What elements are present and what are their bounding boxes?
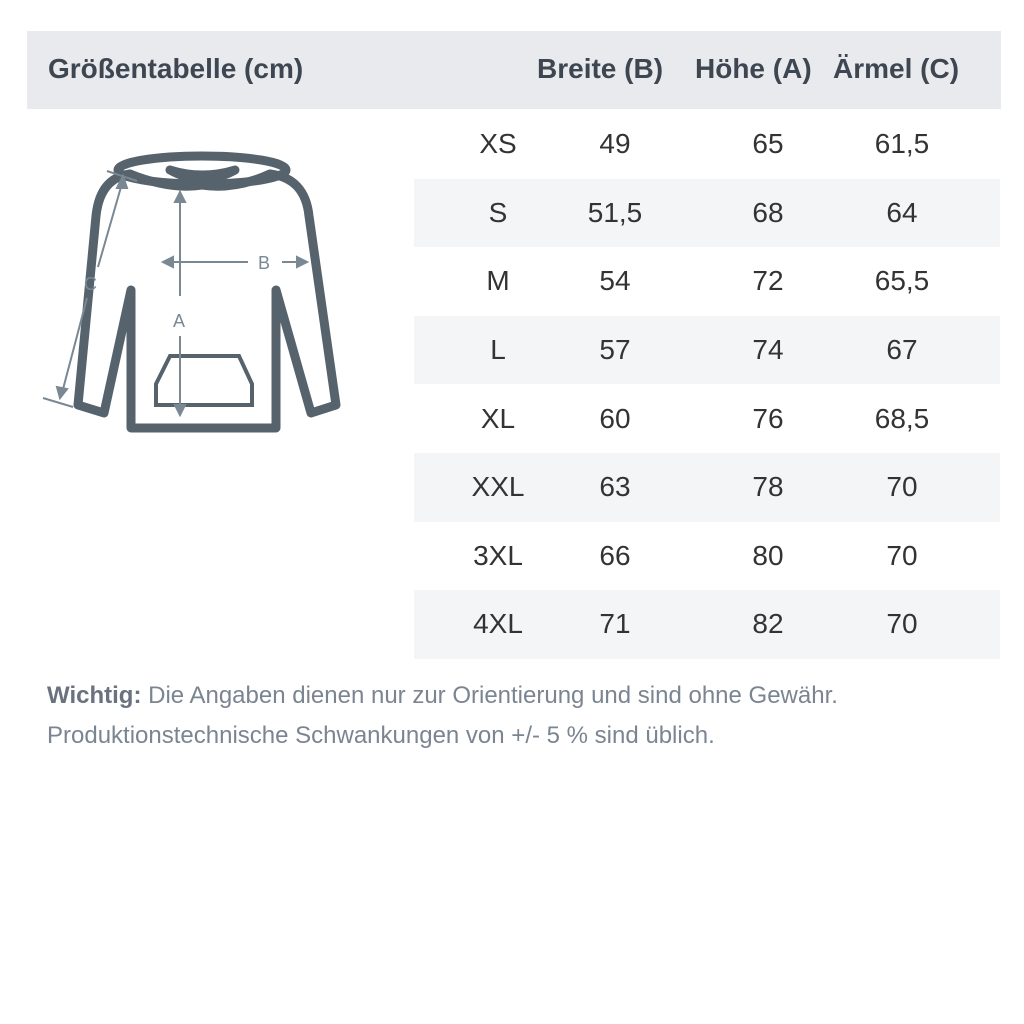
breite-cell: 54: [599, 265, 631, 297]
column-header-breite: Breite (B): [537, 53, 664, 84]
label-a: A: [173, 311, 185, 331]
size-table: XS 49 65 61,5 S 51,5 68 64 M 54 72 65,5 …: [414, 110, 1000, 659]
hoehe-cell: 76: [752, 402, 784, 434]
column-header-hoehe: Höhe (A): [695, 53, 812, 84]
size-cell: 3XL: [473, 539, 523, 571]
breite-cell: 57: [599, 334, 631, 366]
column-header-aermel: Ärmel (C): [833, 53, 960, 84]
note-line-2: Produktionstechnische Schwankungen von +…: [47, 722, 715, 749]
size-cell: XS: [479, 128, 517, 160]
hoehe-cell: 65: [752, 128, 784, 160]
table-row: 4XL 71 82 70: [414, 590, 1000, 659]
note-line-1: Die Angaben dienen nur zur Orientierung …: [148, 682, 838, 709]
table-row: S 51,5 68 64: [414, 178, 1000, 248]
table-row: 3XL 66 80 70: [414, 522, 1000, 591]
breite-cell: 63: [599, 471, 631, 503]
hoehe-cell: 74: [752, 334, 784, 366]
hoodie-diagram: C A B: [42, 151, 341, 433]
page-title: Größentabelle (cm): [48, 53, 304, 84]
size-cell: M: [486, 265, 510, 297]
aermel-cell: 61,5: [874, 128, 930, 160]
hoodie-pocket: [154, 354, 254, 407]
breite-cell: 49: [599, 128, 631, 160]
hoehe-cell: 80: [752, 539, 784, 571]
hoodie-body: [73, 169, 341, 433]
table-header: Größentabelle (cm) Breite (B) Höhe (A) Ä…: [27, 31, 1001, 109]
hoehe-cell: 72: [752, 265, 784, 297]
aermel-cell: 67: [886, 334, 918, 366]
table-row: XL 60 76 68,5: [414, 384, 1000, 453]
hoehe-cell: 68: [752, 196, 784, 228]
aermel-cell: 65,5: [874, 265, 930, 297]
aermel-cell: 70: [886, 608, 918, 640]
size-cell: L: [490, 334, 506, 366]
aermel-cell: 70: [886, 539, 918, 571]
aermel-cell: 68,5: [874, 402, 930, 434]
aermel-cell: 64: [886, 196, 918, 228]
breite-cell: 66: [599, 539, 631, 571]
size-cell: XL: [480, 402, 516, 434]
hoehe-cell: 78: [752, 471, 784, 503]
size-cell: 4XL: [473, 608, 523, 640]
hoehe-cell: 82: [752, 608, 784, 640]
table-row: L 57 74 67: [414, 315, 1000, 385]
aermel-cell: 70: [886, 471, 918, 503]
breite-cell: 71: [599, 608, 631, 640]
size-cell: XXL: [471, 471, 525, 503]
note-label: Wichtig:: [47, 682, 142, 709]
label-c: C: [84, 274, 97, 294]
breite-cell: 51,5: [587, 196, 643, 228]
table-row: M 54 72 65,5: [414, 247, 1000, 316]
table-row: XS 49 65 61,5: [414, 110, 1000, 179]
table-row: XXL 63 78 70: [414, 452, 1000, 522]
breite-cell: 60: [599, 402, 631, 434]
disclaimer-note: Wichtig: Die Angaben dienen nur zur Orie…: [47, 676, 838, 756]
size-cell: S: [488, 196, 508, 228]
label-b: B: [258, 253, 270, 273]
